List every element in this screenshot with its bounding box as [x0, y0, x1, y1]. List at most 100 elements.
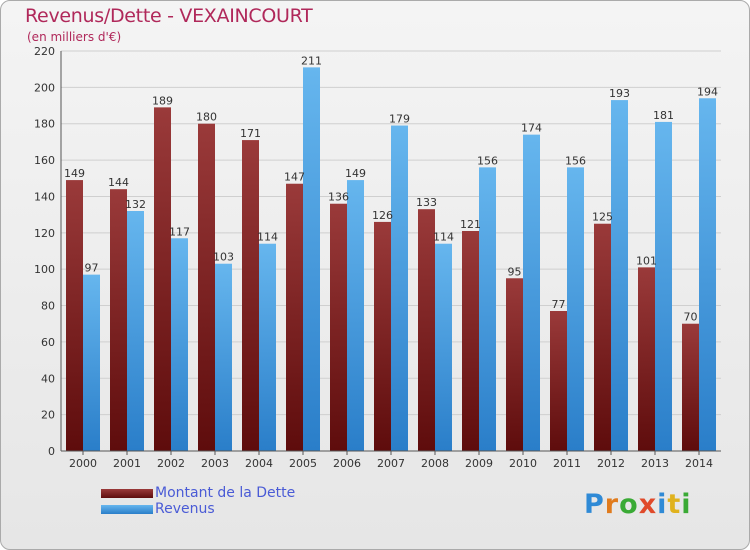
y-tick-label: 20	[41, 409, 55, 422]
bar-dette	[330, 203, 347, 451]
data-label-dette: 144	[108, 176, 129, 189]
data-label-revenus: 149	[345, 167, 366, 180]
y-tick-label: 80	[41, 300, 55, 313]
data-label-dette: 147	[284, 171, 305, 184]
data-label-revenus: 179	[389, 113, 410, 126]
bar-revenus	[523, 134, 540, 452]
chart-subtitle: (en milliers d'€)	[27, 30, 122, 44]
bar-revenus	[127, 211, 144, 451]
data-label-dette: 180	[196, 111, 217, 124]
logo-letter: t	[667, 489, 682, 520]
bar-dette	[286, 183, 303, 451]
data-label-dette: 149	[64, 167, 85, 180]
x-tick-label: 2014	[685, 457, 713, 470]
bar-dette	[110, 189, 127, 451]
data-label-revenus: 132	[125, 198, 146, 211]
data-label-dette: 171	[240, 127, 261, 140]
data-label-revenus: 114	[433, 231, 454, 244]
y-tick-label: 100	[34, 263, 55, 276]
y-tick-label: 40	[41, 372, 55, 385]
data-label-dette: 70	[684, 311, 698, 324]
bar-dette	[682, 323, 699, 451]
y-tick-label: 160	[34, 154, 55, 167]
legend: Montant de la Dette Revenus	[101, 485, 295, 517]
data-label-dette: 77	[552, 298, 566, 311]
bar-revenus	[215, 263, 232, 451]
logo-letter: i	[657, 489, 668, 520]
proxiti-logo[interactable]: Proxiti	[584, 489, 692, 520]
bar-revenus	[303, 67, 320, 451]
bar-revenus	[479, 167, 496, 451]
logo-letter: x	[638, 489, 658, 520]
bar-dette	[198, 123, 215, 452]
bar-revenus	[259, 243, 276, 451]
legend-swatch-dette	[101, 488, 153, 498]
bar-dette	[638, 267, 655, 451]
data-label-dette: 133	[416, 196, 437, 209]
bar-revenus	[611, 100, 628, 451]
data-label-revenus: 117	[169, 225, 190, 238]
data-label-dette: 136	[328, 191, 349, 204]
logo-letter: i	[681, 489, 692, 520]
data-label-revenus: 114	[257, 231, 278, 244]
x-tick-label: 2001	[113, 457, 141, 470]
data-label-revenus: 103	[213, 251, 234, 264]
y-tick-label: 180	[34, 118, 55, 131]
legend-swatch-revenus	[101, 504, 153, 514]
data-label-revenus: 156	[565, 154, 586, 167]
bar-dette	[154, 107, 171, 451]
data-label-revenus: 194	[697, 85, 718, 98]
legend-label-revenus: Revenus	[155, 501, 215, 517]
data-label-dette: 189	[152, 94, 173, 107]
x-tick-label: 2010	[509, 457, 537, 470]
x-tick-label: 2002	[157, 457, 185, 470]
logo-letter: P	[584, 489, 605, 520]
bar-dette	[66, 180, 83, 451]
data-label-dette: 126	[372, 209, 393, 222]
data-label-revenus: 193	[609, 87, 630, 100]
data-label-revenus: 211	[301, 54, 322, 67]
x-tick-label: 2006	[333, 457, 361, 470]
x-tick-label: 2004	[245, 457, 273, 470]
bar-dette	[374, 221, 391, 451]
data-label-dette: 101	[636, 254, 657, 267]
legend-item-revenus: Revenus	[101, 501, 295, 517]
y-tick-label: 220	[34, 45, 55, 58]
data-label-revenus: 174	[521, 122, 542, 135]
y-tick-label: 60	[41, 336, 55, 349]
bar-dette	[594, 223, 611, 451]
x-tick-label: 2005	[289, 457, 317, 470]
x-tick-label: 2009	[465, 457, 493, 470]
bar-revenus	[699, 98, 716, 451]
x-tick-label: 2012	[597, 457, 625, 470]
y-tick-label: 0	[48, 445, 55, 458]
legend-label-dette: Montant de la Dette	[155, 485, 296, 501]
logo-letter: r	[604, 489, 620, 520]
legend-item-dette: Montant de la Dette	[101, 485, 295, 501]
bar-dette	[418, 209, 435, 451]
bar-dette	[462, 231, 479, 451]
x-tick-label: 2013	[641, 457, 669, 470]
bar-revenus	[435, 243, 452, 451]
data-label-revenus: 181	[653, 109, 674, 122]
bar-revenus	[391, 125, 408, 451]
x-tick-label: 2011	[553, 457, 581, 470]
bar-dette	[550, 311, 567, 451]
bar-revenus	[347, 180, 364, 451]
y-tick-label: 120	[34, 227, 55, 240]
bar-revenus	[171, 238, 188, 451]
y-tick-label: 140	[34, 190, 55, 203]
bar-revenus	[83, 274, 100, 451]
bar-revenus	[567, 167, 584, 451]
bar-dette	[242, 140, 259, 451]
x-tick-label: 2007	[377, 457, 405, 470]
bar-revenus	[655, 121, 672, 451]
y-tick-label: 200	[34, 81, 55, 94]
data-label-dette: 121	[460, 218, 481, 231]
x-tick-label: 2003	[201, 457, 229, 470]
logo-letter: o	[619, 489, 639, 520]
data-label-dette: 125	[592, 211, 613, 224]
x-tick-label: 2000	[69, 457, 97, 470]
